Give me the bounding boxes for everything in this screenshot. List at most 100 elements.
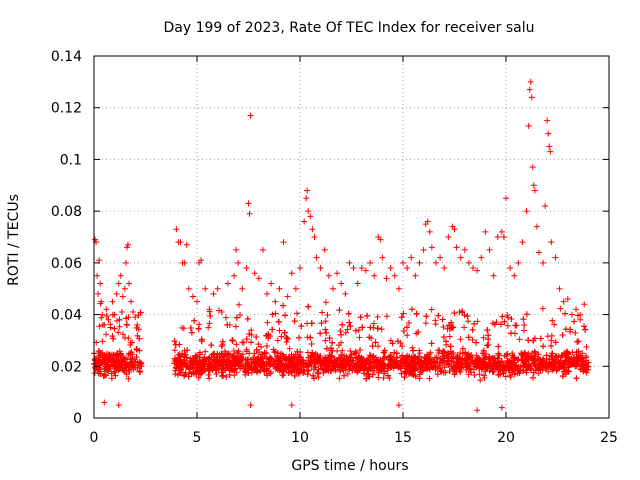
data-point [111,362,118,369]
data-point [533,223,540,230]
data-point [216,307,223,314]
data-point [320,369,327,376]
data-point [120,331,127,338]
data-point [99,358,106,365]
data-point [324,364,331,371]
data-point [274,364,281,371]
data-point [469,326,476,333]
data-point [482,368,489,375]
data-point [346,319,353,326]
data-point [577,356,584,363]
plot-frame [93,55,610,419]
data-point [342,367,349,374]
data-point [171,338,178,345]
data-point [323,329,330,336]
data-point [497,321,504,328]
data-point [508,330,515,337]
y-tick-label: 0.08 [51,204,82,220]
data-point [470,265,477,272]
data-point [504,351,511,358]
data-point [310,372,317,379]
data-point [504,312,511,319]
data-point [516,336,523,343]
data-point [542,202,549,209]
data-point [490,368,497,375]
data-point [325,272,332,279]
data-point [102,357,109,364]
data-point [430,363,437,370]
data-point [243,335,250,342]
data-point [445,357,452,364]
data-point [102,354,109,361]
data-point [494,355,501,362]
data-point [473,352,480,359]
data-point [486,246,493,253]
data-point [113,290,120,297]
data-point [406,367,413,374]
data-point [539,359,546,366]
data-point [458,364,465,371]
data-point [294,348,301,355]
data-point [263,367,270,374]
data-point [350,357,357,364]
data-point [98,298,105,305]
y-axis-label: ROTI / TECUs [6,194,22,286]
data-point [271,358,278,365]
data-point [451,226,458,233]
data-point [344,326,351,333]
data-point [257,361,264,368]
data-point [106,351,113,358]
data-point [187,325,194,332]
data-point [101,321,108,328]
data-point [575,338,582,345]
data-point [134,346,141,353]
data-point [379,254,386,261]
data-point [393,350,400,357]
data-point [449,355,456,362]
data-point [325,356,332,363]
data-point [321,354,328,361]
data-point [231,272,238,279]
data-point [308,341,315,348]
data-point [544,333,551,340]
data-point [329,285,336,292]
data-point [581,323,588,330]
data-point [274,337,281,344]
data-point [259,246,266,253]
data-point [118,357,125,364]
data-point [364,312,371,319]
data-point [389,340,396,347]
data-point [206,306,213,313]
data-point [329,347,336,354]
data-point [564,296,571,303]
data-point [386,375,393,382]
x-axis-label: GPS time / hours [291,458,408,474]
data-point [487,361,494,368]
data-point [328,354,335,361]
data-point [521,322,528,329]
data-point [111,311,118,318]
data-point [472,359,479,366]
data-point [260,363,267,370]
data-point [265,331,272,338]
data-point [208,342,215,349]
data-point [556,285,563,292]
data-point [361,370,368,377]
data-point [194,298,200,305]
data-point [531,358,538,365]
data-point [99,311,106,318]
data-point [355,327,362,334]
data-point [339,321,346,328]
data-point [206,375,213,382]
data-point [132,314,139,321]
data-point [352,327,359,334]
data-point [462,349,469,356]
data-point [198,338,205,345]
data-point [440,334,447,341]
data-point [581,301,588,308]
data-point [583,343,590,350]
data-point [294,360,301,367]
data-point [195,325,202,332]
data-point [344,361,351,368]
data-point [329,339,336,346]
